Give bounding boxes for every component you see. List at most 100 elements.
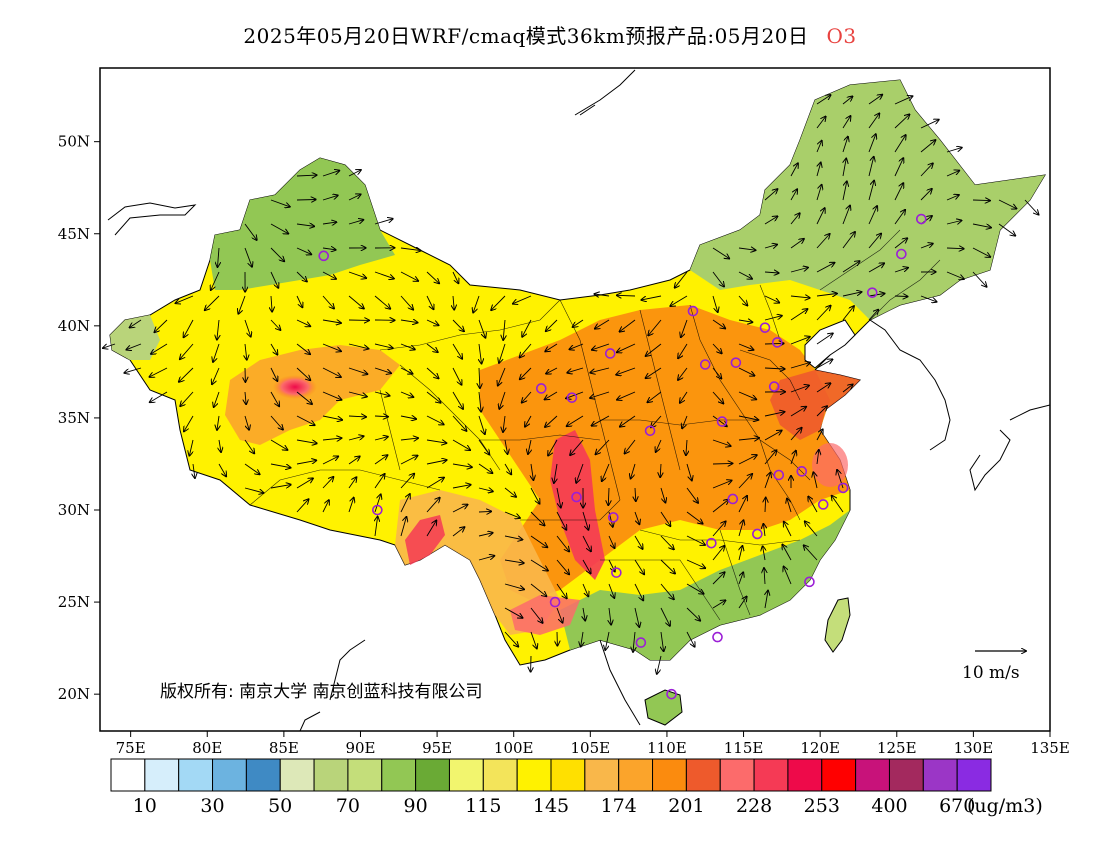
wind-arrow [842,232,855,249]
coastline-north [574,69,636,116]
wind-arrow [868,157,874,177]
wind-arrow [816,185,822,201]
wind-arrow [712,271,724,287]
wind-arrow [426,440,446,443]
wind-reference-label: 10 m/s [962,663,1020,683]
wind-arrow [296,343,310,354]
wind-arrow [816,263,834,273]
wind-arrow [473,295,480,313]
wind-arrow [920,163,933,177]
wind-arrow [452,415,466,431]
wind-arrow [790,386,809,393]
wind-arrow [920,244,933,249]
wind-arrow [712,463,733,464]
wind-arrow [322,477,333,489]
wind-arrow [660,559,675,574]
city-station-marker [566,392,578,403]
colorbar-swatch [279,758,315,792]
wind-arrow [608,535,615,548]
wind-arrow [678,367,688,380]
wind-arrow [661,631,664,651]
wind-arrow [570,343,584,349]
colorbar-swatch [347,758,383,792]
wind-arrow [570,439,584,455]
wind-arrow [894,210,905,225]
green-zone-xinjiang-north [210,158,395,290]
wind-arrow [972,200,990,201]
lon-tick-label: 130E [954,739,994,757]
wind-arrow [764,295,779,303]
wind-arrow [712,247,729,259]
wind-arrow [634,511,639,524]
wind-arrow [478,533,493,536]
wind-arrow [634,583,643,600]
wind-arrow [184,319,194,337]
wind-arrow [764,189,777,201]
red-zone-east-coast [770,370,860,440]
wind-arrow [322,391,341,400]
city-station-marker [712,631,723,643]
taiwan [824,597,851,653]
wind-arrow [582,559,591,573]
wind-arrow [816,117,826,129]
city-stations [318,213,927,700]
lat-tick-label: 50N [58,133,90,151]
wind-arrow [790,337,810,345]
wind-arrow [400,320,418,323]
city-station-marker [635,637,647,648]
wind-arrow [374,219,393,225]
wind-arrow [620,319,636,332]
wind-arrow [478,488,493,491]
wind-arrow [374,455,387,465]
wind-arrow [675,271,688,288]
wind-arrow [609,607,611,625]
city-station-marker [666,688,677,700]
wind-arrow [894,114,909,129]
map-title: 2025年05月20日WRF/cmaq模式36km预报产品:05月20日 O3 [0,20,1100,49]
wind-arrow [764,272,779,273]
wind-arrow [616,367,636,375]
wind-arrow [817,450,819,465]
wind-arrow [686,487,698,503]
wind-arrow [790,163,798,177]
wind-arrow [491,295,506,310]
wind-arrow [946,248,964,249]
wind-arrow [374,271,394,279]
latitude-axis: 20N 25N 30N 35N 40N 45N 50N [58,133,100,703]
wind-arrow [322,343,341,351]
wind-arrow [322,295,334,309]
wind-arrow [244,319,251,337]
wind-arrow [816,141,822,153]
wind-arrow [499,343,506,363]
lat-tick-label: 25N [58,593,90,611]
wind-arrow [738,474,752,489]
wind-arrow [504,463,511,474]
lon-tick-label: 105E [571,739,611,757]
wind-arrow [946,148,962,153]
wind-arrow [503,319,505,340]
wind-arrow [426,415,444,424]
wind-arrow [452,505,468,513]
wind-arrow [530,607,543,623]
wind-arrow [686,607,700,621]
wind-arrow [816,359,832,369]
wind-arrow [808,497,818,513]
wind-arrow [790,428,802,441]
wind-arrow [400,271,418,281]
city-station-marker [571,491,582,503]
wind-arrow [130,319,142,328]
wind-arrow [124,367,142,373]
wind-arrow [296,391,312,404]
city-station-marker [730,357,742,368]
city-station-marker [752,528,763,540]
wind-arrow [244,223,257,240]
wind-arrow [894,183,903,201]
colorbar-label: 145 [533,795,569,817]
wind-arrow [452,527,464,537]
longitude-axis: 75E 80E 85E 90E 95E 100E 105E 110E 115E 120E 125E 1… [116,731,1070,757]
wind-arrow [400,517,406,537]
lon-tick-label: 75E [116,739,146,757]
colorbar-label: 70 [336,795,360,817]
wind-arrow [682,415,688,428]
wind-arrow [592,343,610,350]
